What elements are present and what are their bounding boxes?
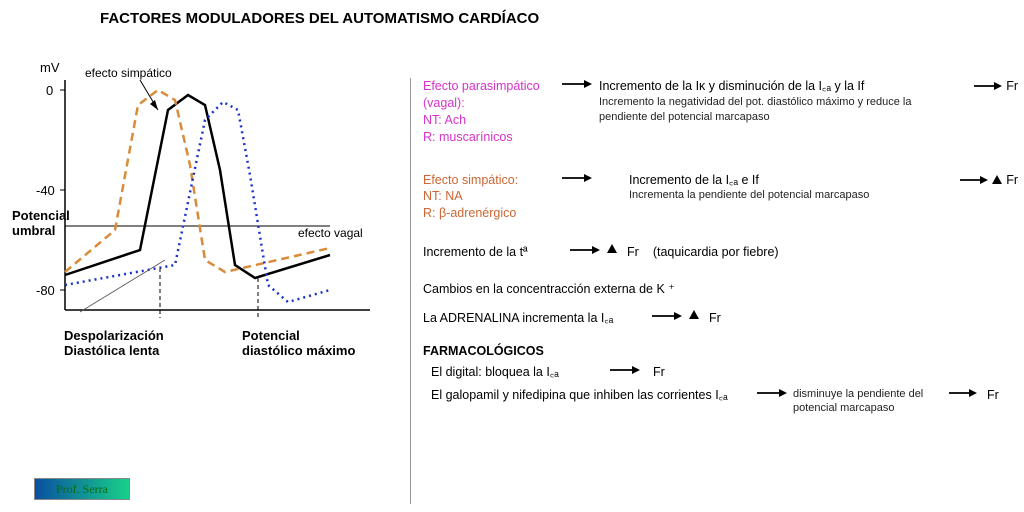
fr-label: Fr (627, 244, 639, 261)
fr-label: Fr (1006, 78, 1018, 95)
row-digital: El digital: bloquea la I꜀ₐ Fr (431, 364, 1018, 381)
arrow-icon (561, 172, 593, 184)
arrow-icon (960, 174, 988, 186)
arrow-icon (757, 387, 787, 399)
arrow-icon (651, 310, 683, 322)
page-title: FACTORES MODULADORES DEL AUTOMATISMO CAR… (100, 10, 539, 27)
y-unit: mV (40, 60, 60, 75)
adren-text: La ADRENALINA incrementa la I꜀ₐ (423, 310, 645, 327)
sym-heading: Efecto simpático: (423, 172, 555, 189)
arrow-icon (949, 387, 977, 399)
temp-label: Incremento de la tª (423, 244, 563, 261)
pdm-label: Potencial diastólico máximo (242, 328, 355, 358)
threshold-label: Potencial umbral (12, 208, 80, 238)
author-badge: Prof. Serra (34, 478, 130, 500)
temp-note: (taquicardia por fiebre) (653, 244, 779, 261)
fr-label: Fr (1006, 172, 1018, 189)
arrow-icon (569, 244, 601, 256)
sym-r: R: β-adrenérgico (423, 205, 555, 222)
pharm-heading: FARMACOLÓGICOS (423, 343, 1018, 360)
digital-text: El digital: bloquea la I꜀ₐ (431, 364, 603, 381)
sympathetic-label: efecto simpático (85, 66, 172, 80)
row-temp: Incremento de la tª Fr (taquicardia por … (423, 244, 1018, 261)
parasym-sub: Incremento la negatividad del pot. diast… (599, 95, 956, 125)
sym-nt: NT: NA (423, 188, 555, 205)
ytick-80: -80 (36, 283, 55, 298)
fr-label: Fr (987, 387, 999, 404)
ddl-label: Despolarización Diastólica lenta (64, 328, 164, 358)
arrow-icon (609, 364, 641, 376)
ytick-40: -40 (36, 183, 55, 198)
triangle-up-icon (607, 244, 617, 253)
k-text: Cambios en la concentracción externa de … (423, 281, 1018, 298)
action-potential-chart: mV 0 -40 -80 Potencial umbral efecto sim… (10, 50, 390, 430)
row-sympathetic: Efecto simpático: NT: NA R: β-adrenérgic… (423, 172, 1018, 223)
ytick-0: 0 (46, 83, 53, 98)
chart-svg (10, 50, 390, 430)
parasym-heading: Efecto parasimpático (vagal): (423, 78, 555, 112)
parasym-r: R: muscarínicos (423, 129, 555, 146)
fr-label: Fr (653, 364, 665, 381)
row-adren: La ADRENALINA incrementa la I꜀ₐ Fr (423, 310, 1018, 327)
right-panel: Efecto parasimpático (vagal): NT: Ach R:… (410, 78, 1018, 504)
sym-sub: Incrementa la pendiente del potencial ma… (599, 188, 954, 203)
vagal-label: efecto vagal (298, 226, 363, 240)
galo-sub: disminuye la pendiente del potencial mar… (793, 387, 943, 417)
parasym-effect: Incremento de la Iᴋ y disminución de la … (599, 78, 956, 95)
row-galopamil: El galopamil y nifedipina que inhiben la… (431, 387, 1018, 417)
arrow-icon (974, 80, 1002, 92)
row-parasym: Efecto parasimpático (vagal): NT: Ach R:… (423, 78, 1018, 146)
triangle-up-icon (992, 175, 1002, 184)
parasym-nt: NT: Ach (423, 112, 555, 129)
arrow-icon (561, 78, 593, 90)
fr-label: Fr (709, 310, 721, 327)
sym-effect: Incremento de la I꜀ₐ e If (599, 172, 954, 189)
galo-text: El galopamil y nifedipina que inhiben la… (431, 387, 751, 404)
triangle-up-icon (689, 310, 699, 319)
